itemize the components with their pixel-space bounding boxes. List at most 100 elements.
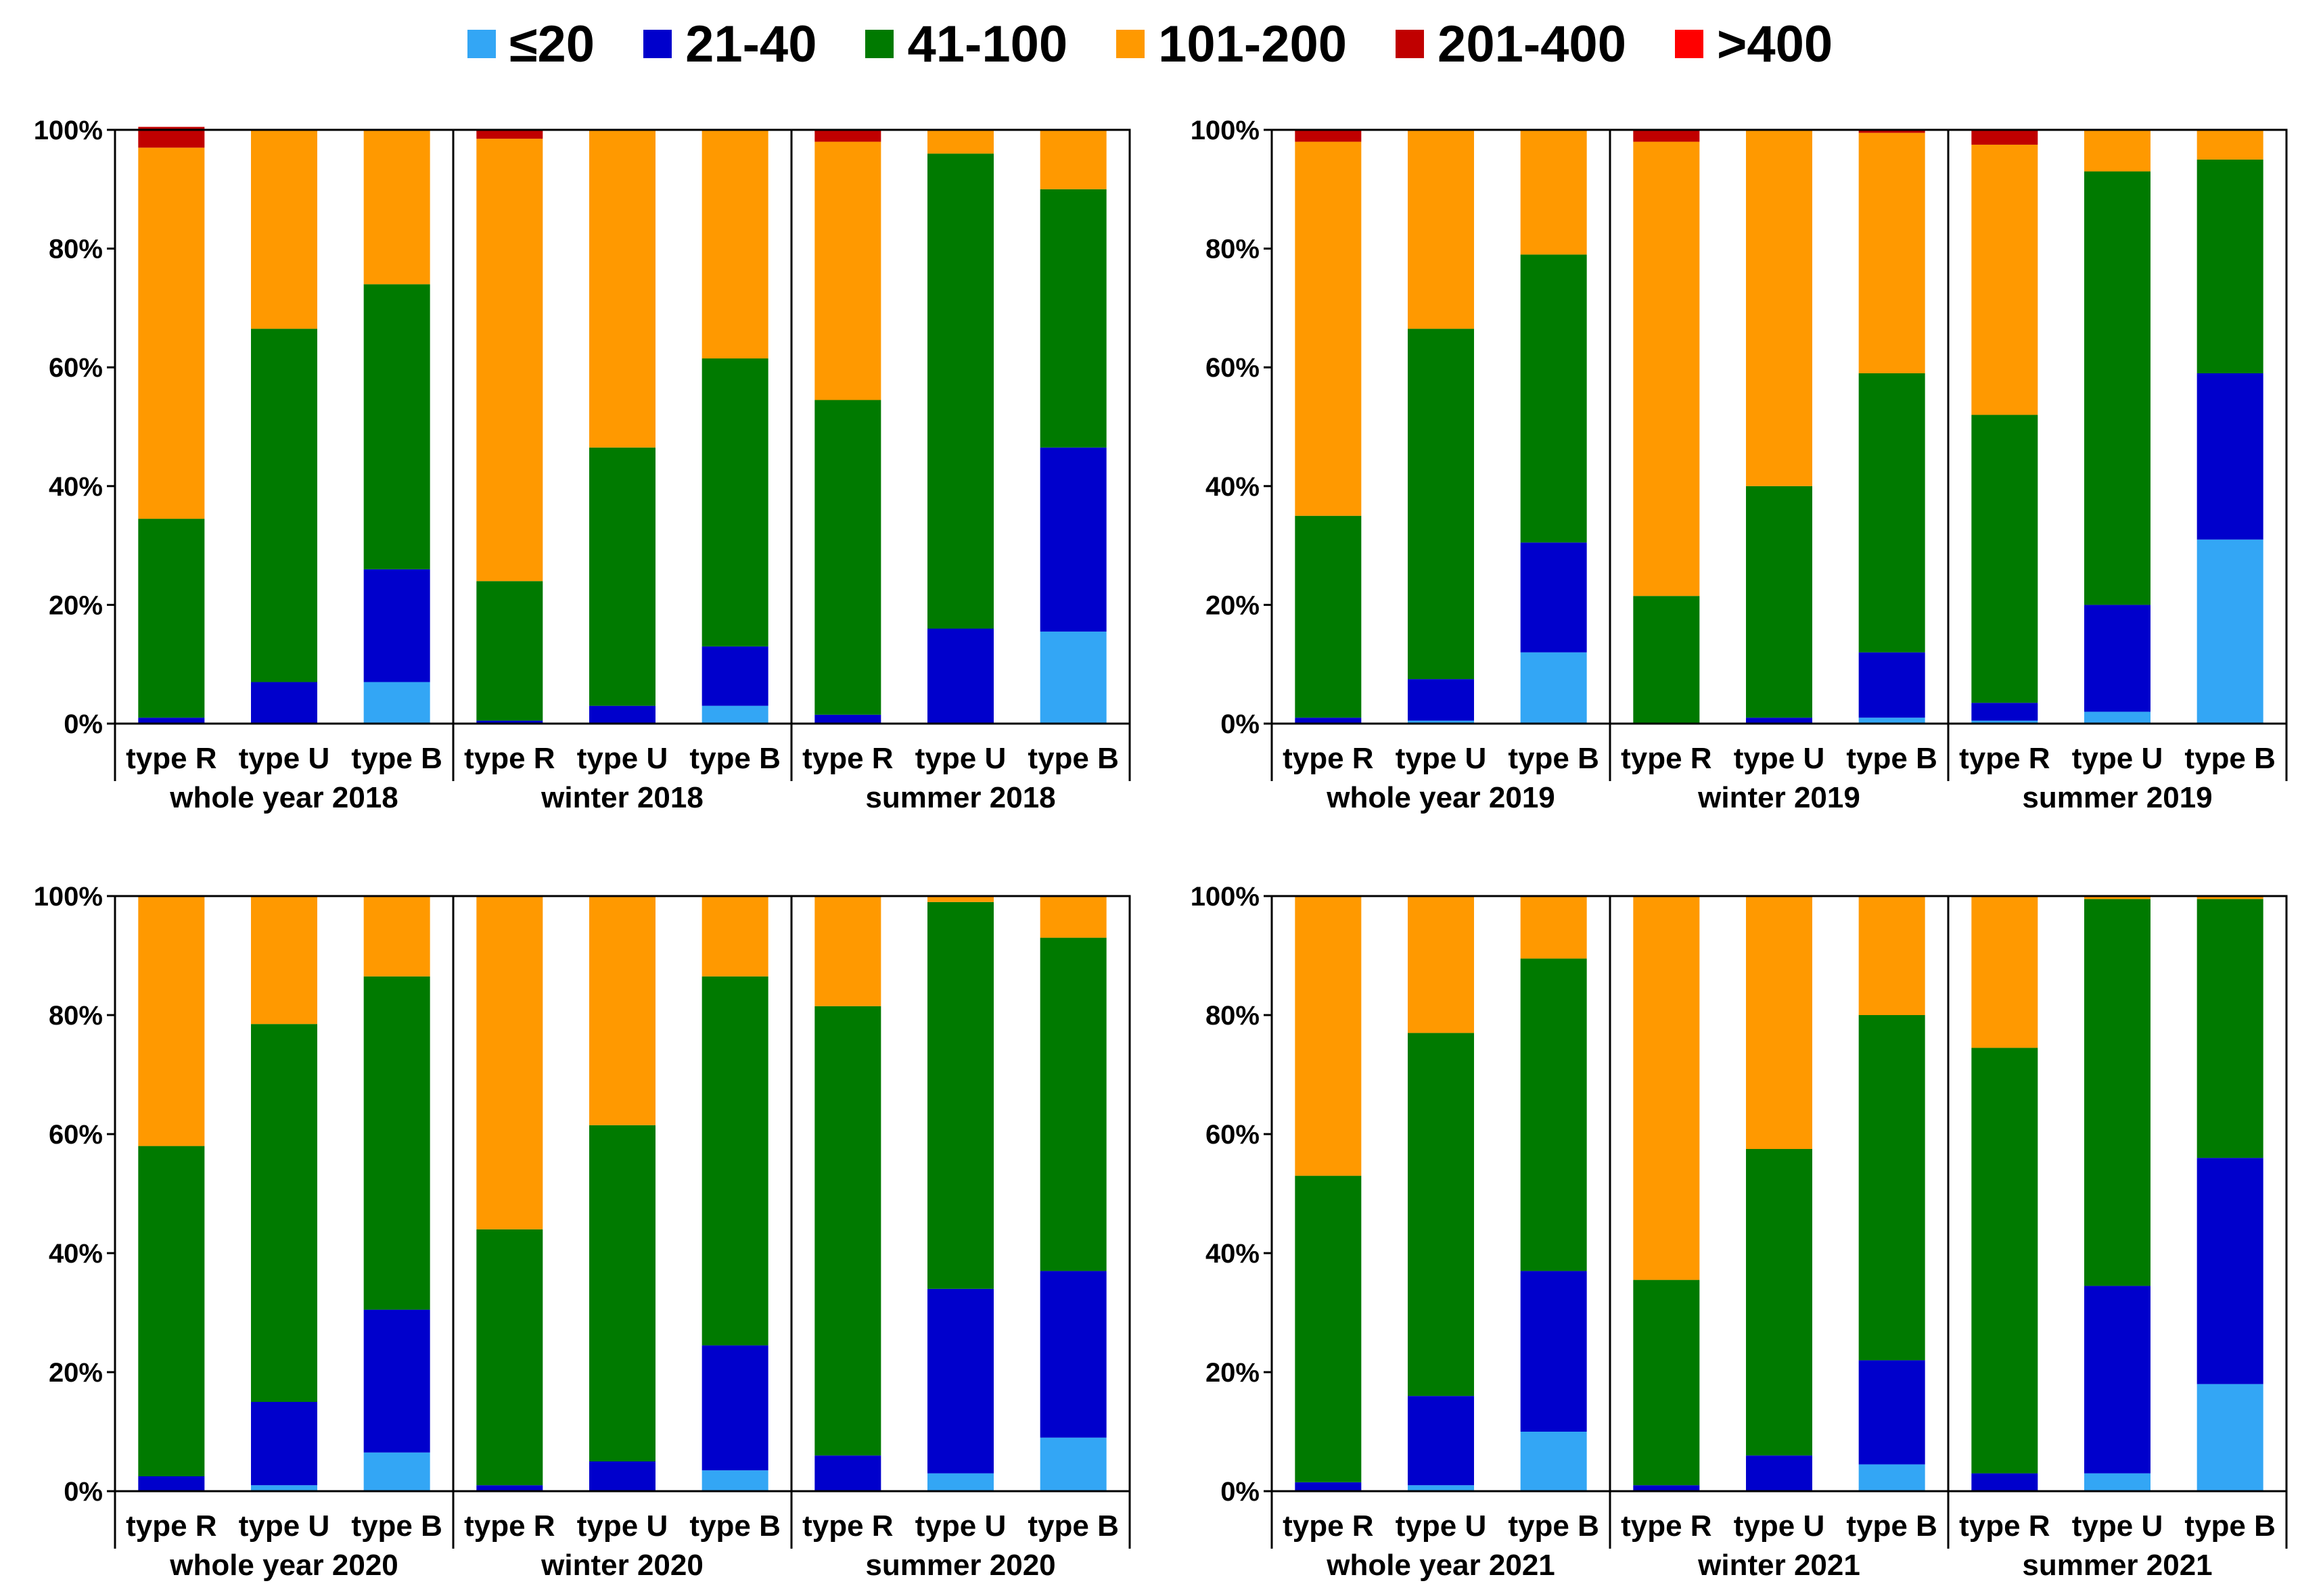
bar-segment [1040,189,1107,448]
bar-segment [1040,1271,1107,1438]
bar-segment [1633,596,1700,724]
bar-segment [589,447,656,706]
x-category-label: type R [464,742,555,775]
bar-segment [2084,1473,2150,1491]
legend-label-gt400: >400 [1716,15,1833,73]
bar-segment [476,139,543,582]
bar-segment [363,1309,430,1453]
y-tick-label: 80% [1205,235,1260,264]
x-category-label: type B [1508,742,1598,775]
bar-segment [1520,254,1587,543]
x-category-label: type U [239,1509,329,1543]
y-tick-label: 20% [1205,590,1260,620]
bar-segment [927,896,994,902]
x-category-label: type R [1283,1509,1373,1543]
legend-item-101-200: 101-200 [1116,15,1347,74]
bar-segment [814,400,881,715]
y-tick-label: 80% [49,1001,103,1031]
x-group-label: summer 2020 [865,1549,1055,1582]
bar-segment [2196,899,2263,1158]
bar-segment [702,130,768,359]
legend-swatch-201-400 [1396,30,1425,58]
bar-segment [1520,130,1587,255]
bar-segment [1858,896,1925,1015]
bar-segment [1408,679,1474,721]
bar-segment [1520,542,1587,653]
y-tick-label: 0% [1220,1477,1260,1507]
legend-label-201-400: 201-400 [1438,15,1626,73]
bar-segment [363,284,430,569]
x-category-label: type R [1959,1509,2050,1543]
legend-swatch-41-100 [865,30,894,58]
x-category-label: type B [1028,742,1118,775]
bar-segment [2084,711,2150,724]
bar-segment [814,1455,881,1491]
legend-label-21-40: 21-40 [685,15,817,73]
bar-segment [814,714,881,724]
bar-segment [251,130,317,329]
bar-segment [1040,896,1107,938]
x-group-label: whole year 2021 [1326,1549,1555,1582]
y-tick-label: 60% [49,1120,103,1150]
x-category-label: type B [1846,1509,1937,1543]
bar-segment [363,896,430,977]
bar-segment [1520,958,1587,1271]
bar-segment [138,147,205,519]
bar-segment [251,1024,317,1402]
bar-segment [702,358,768,647]
bar-segment [1971,130,2038,145]
y-tick-label: 60% [49,353,103,383]
bar-segment [138,1476,205,1491]
x-group-label: whole year 2019 [1326,781,1555,814]
bar-segment [476,896,543,1229]
bar-segment [251,1485,317,1491]
bar-segment [1858,133,1925,373]
legend-label-101-200: 101-200 [1158,15,1348,73]
plot-frame [114,128,1131,725]
bar-segment [1520,652,1587,724]
x-category-label: type B [2184,1509,2275,1543]
bar-segment [1971,703,2038,721]
bar-segment [363,569,430,682]
bar-segment [1971,144,2038,415]
bar-segment [251,896,317,1025]
bar-segment [1858,1464,1925,1491]
x-category-label: type U [1396,742,1486,775]
y-tick-label: 40% [1205,472,1260,502]
bar-segment [1633,896,1700,1280]
y-tick-label: 40% [49,472,103,502]
bar-segment [1295,515,1362,718]
bar-segment [589,130,656,448]
x-group-label: whole year 2020 [169,1549,398,1582]
bar-segment [814,130,881,142]
bar-segment [1971,1473,2038,1491]
x-category-label: type B [1028,1509,1118,1543]
bar-segment [1295,1175,1362,1482]
bar-segment [1858,718,1925,724]
bar-segment [476,581,543,721]
legend-label-le20: ≤20 [509,15,595,73]
bar-segment [1408,1396,1474,1486]
bar-segment [1971,1048,2038,1474]
legend-item-gt400: >400 [1674,15,1833,74]
x-category-label: type B [1846,742,1937,775]
bar-segment [1295,130,1362,142]
x-category-label: type B [1508,1509,1598,1543]
bar-segment [2196,539,2263,724]
legend-label-41-100: 41-100 [907,15,1068,73]
bar-segment [138,519,205,718]
bar-segment [927,628,994,724]
bar-segment [1971,720,2038,724]
bar-segment [1520,1271,1587,1432]
y-tick-label: 40% [1205,1239,1260,1269]
bar-segment [702,976,768,1346]
bar-segment [138,718,205,724]
bar-segment [1858,1360,1925,1465]
bar-segment [1746,1455,1812,1491]
bar-segment [1408,1033,1474,1396]
bar-segment [2084,171,2150,605]
y-tick-label: 60% [1205,353,1260,383]
bar-segment [138,896,205,1146]
y-tick-label: 100% [1191,882,1260,912]
